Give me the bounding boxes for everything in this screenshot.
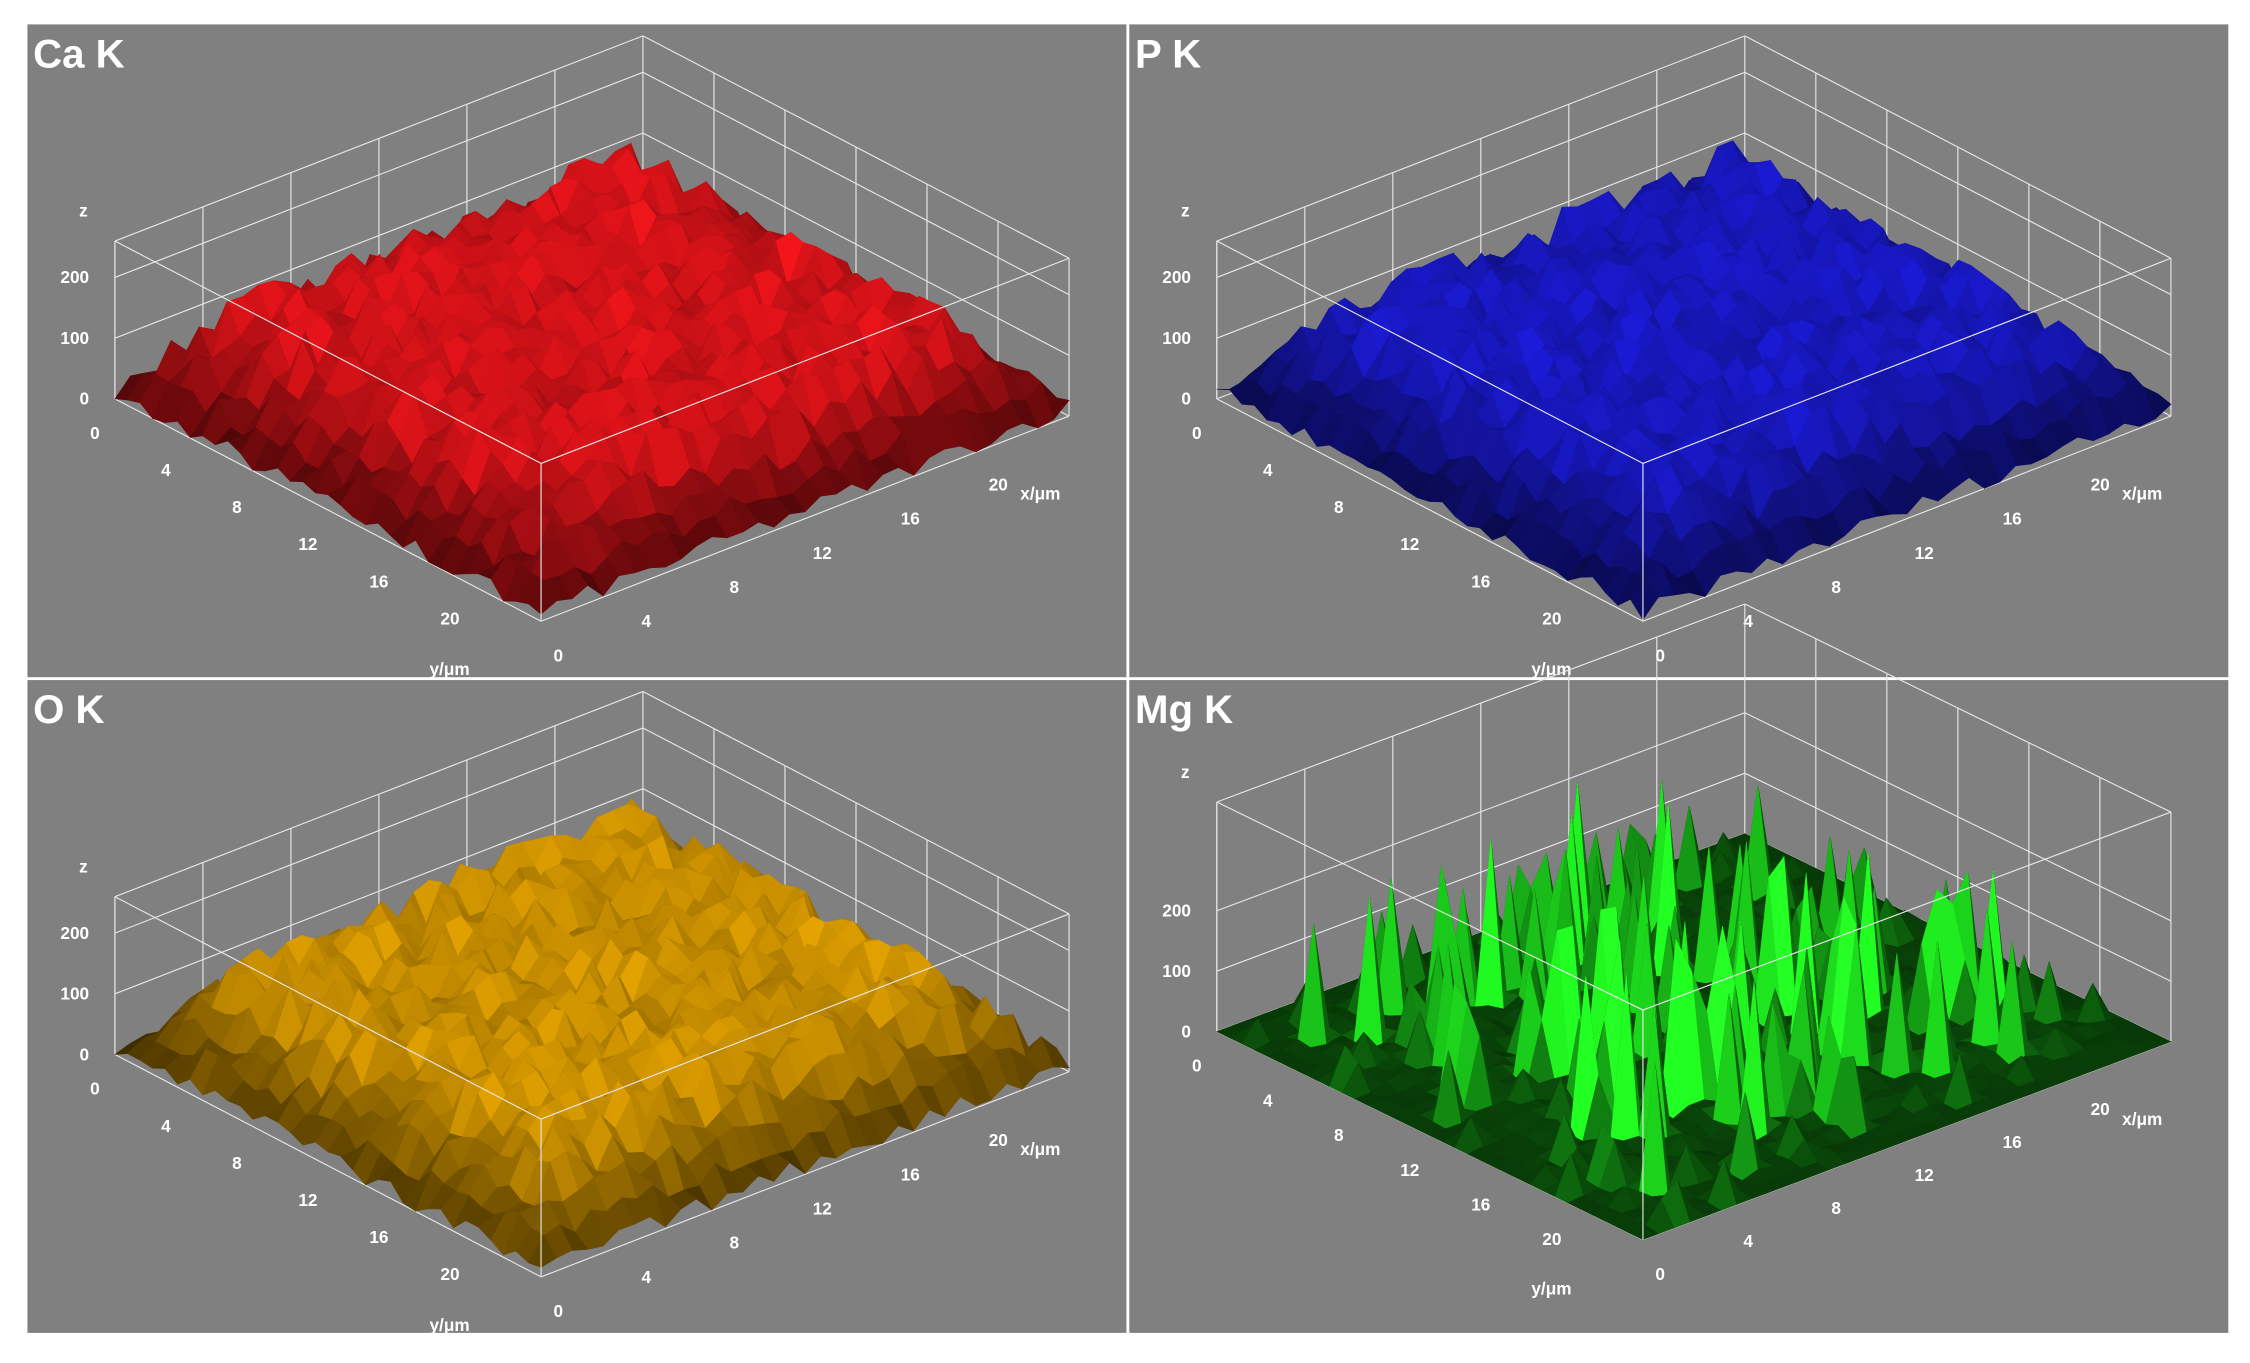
panel-title: O K [33, 687, 104, 732]
y-tick-label: 12 [298, 534, 317, 554]
x-tick-label: 16 [2003, 509, 2022, 529]
z-axis-label: z [79, 856, 88, 876]
z-tick-label: 100 [1162, 961, 1191, 981]
y-tick-label: 4 [161, 1116, 171, 1136]
box-edge [114, 398, 542, 622]
panel-title: Mg K [1135, 687, 1233, 732]
y-tick-label: 12 [1400, 534, 1419, 554]
z-axis-label: z [1181, 201, 1190, 221]
box-edge [1642, 415, 2172, 622]
z-tick-label: 0 [80, 1044, 90, 1064]
y-tick-label: 8 [232, 1153, 242, 1173]
y-tick-label: 20 [440, 1264, 459, 1284]
x-tick-label: 12 [1915, 1165, 1934, 1185]
x-tick-label: 8 [729, 1233, 739, 1253]
x-tick-label: 12 [1915, 543, 1934, 563]
x-tick-label: 20 [989, 474, 1008, 494]
z-tick-label: 200 [60, 267, 89, 287]
surface [1216, 140, 2172, 621]
y-axis-label: y/μm [429, 1315, 469, 1335]
x-tick-label: 12 [813, 1199, 832, 1219]
z-tick-label: 200 [1162, 267, 1191, 287]
surface-facet [528, 579, 557, 615]
y-tick-label: 16 [1471, 571, 1490, 591]
z-axis-label: z [1181, 762, 1190, 782]
x-tick-label: 8 [1831, 1198, 1841, 1218]
box-edge [1216, 398, 1644, 622]
x-tick-label: 4 [641, 1267, 651, 1287]
z-tick-label: 0 [80, 389, 90, 409]
z-tick-label: 100 [1162, 328, 1191, 348]
y-tick-label: 12 [298, 1190, 317, 1210]
y-tick-label: 0 [1192, 423, 1202, 443]
z-tick-label: 200 [60, 923, 89, 943]
y-tick-label: 0 [1192, 1056, 1202, 1076]
x-tick-label: 16 [2003, 1132, 2022, 1152]
y-tick-label: 16 [1471, 1194, 1490, 1214]
x-axis-label: x/μm [2122, 483, 2162, 503]
y-tick-label: 20 [1542, 1229, 1561, 1249]
x-tick-label: 20 [2091, 1099, 2110, 1119]
x-tick-label: 20 [989, 1130, 1008, 1150]
z-tick-label: 200 [1162, 900, 1191, 920]
x-tick-label: 8 [1831, 577, 1841, 597]
x-tick-label: 16 [901, 509, 920, 529]
x-axis-label: x/μm [1020, 483, 1060, 503]
y-tick-label: 20 [1542, 608, 1561, 628]
y-axis-label: y/μm [1531, 1279, 1571, 1299]
z-axis-label: z [79, 201, 88, 221]
panel-title: Ca K [33, 31, 125, 76]
z-tick-label: 0 [1181, 1021, 1191, 1041]
y-tick-label: 0 [90, 423, 100, 443]
y-tick-label: 4 [1263, 460, 1273, 480]
x-tick-label: 16 [901, 1164, 920, 1184]
x-tick-label: 12 [813, 543, 832, 563]
y-tick-label: 16 [369, 571, 388, 591]
x-tick-label: 4 [1743, 1231, 1753, 1251]
y-tick-label: 0 [90, 1079, 100, 1099]
x-tick-label: 8 [729, 577, 739, 597]
y-axis-label: y/μm [429, 659, 469, 679]
y-tick-label: 12 [1400, 1160, 1419, 1180]
x-tick-label: 4 [641, 611, 651, 631]
y-tick-label: 20 [440, 608, 459, 628]
box-edge [114, 240, 542, 464]
y-tick-label: 8 [1334, 497, 1344, 517]
x-tick-label: 20 [2091, 474, 2110, 494]
x-tick-label: 0 [1655, 1264, 1665, 1284]
surface [114, 142, 1070, 615]
x-tick-label: 0 [553, 645, 563, 665]
z-tick-label: 100 [60, 328, 89, 348]
x-axis-label: x/μm [2122, 1109, 2162, 1129]
y-tick-label: 16 [369, 1227, 388, 1247]
box-edge [540, 415, 1070, 622]
z-tick-label: 0 [1181, 389, 1191, 409]
x-axis-label: x/μm [1020, 1139, 1060, 1159]
y-tick-label: 8 [1334, 1125, 1344, 1145]
z-tick-label: 100 [60, 984, 89, 1004]
box-edge [540, 257, 1070, 464]
panel-title: P K [1135, 31, 1201, 76]
y-tick-label: 8 [232, 497, 242, 517]
y-tick-label: 4 [1263, 1090, 1273, 1110]
x-tick-label: 0 [553, 1301, 563, 1321]
y-tick-label: 4 [161, 460, 171, 480]
